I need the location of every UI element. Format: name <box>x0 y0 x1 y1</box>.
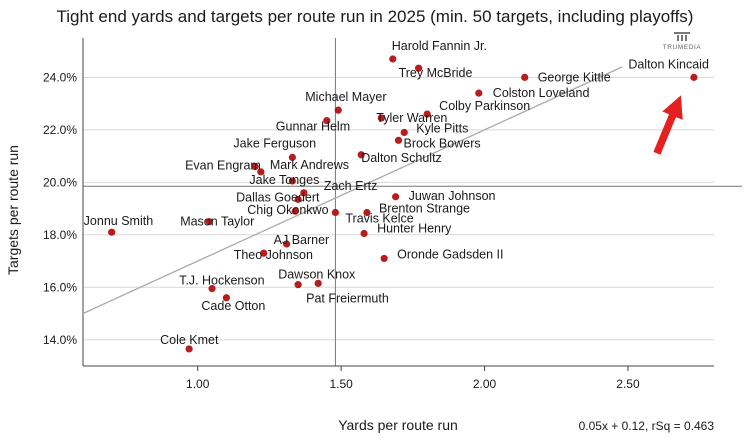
brand-text: TRUMEDIA <box>663 44 702 51</box>
label-tyler-warren: Tyler Warren <box>376 111 447 125</box>
label-harold-fannin-jr: Harold Fannin Jr. <box>392 39 487 53</box>
label-theo-johnson: Theo Johnson <box>234 248 313 262</box>
point-colston-loveland <box>475 89 483 97</box>
label-hunter-henry: Hunter Henry <box>377 221 452 235</box>
axes: 14.0% 16.0% 18.0% 20.0% 22.0% 24.0% 1.00 1.50 2.… <box>43 38 714 391</box>
label-travis-kelce: Travis Kelce <box>345 211 413 225</box>
y-tick-label: 22.0% <box>43 123 77 137</box>
point-trey-mcbride <box>414 64 423 72</box>
label-cole-kmet: Cole Kmet <box>160 333 219 347</box>
trendline-formula: 0.05x + 0.12, rSq = 0.463 <box>579 419 715 433</box>
point-labels: Harold Fannin Jr. Trey McBride George Kitt… <box>84 39 709 347</box>
point-aj-barner <box>283 240 291 248</box>
red-arrow-icon <box>653 95 683 155</box>
point-hunter-henry <box>360 229 368 238</box>
label-zach-ertz: Zach Ertz <box>324 179 378 193</box>
point-kyle-pitts <box>400 128 408 137</box>
label-dawson-knox: Dawson Knox <box>278 267 356 281</box>
label-michael-mayer: Michael Mayer <box>305 90 386 104</box>
label-t-j-hockenson: T.J. Hockenson <box>179 274 265 288</box>
label-brenton-strange: Brenton Strange <box>379 201 470 215</box>
point-jonnu-smith <box>108 228 116 236</box>
highlight-arrow <box>653 95 683 155</box>
label-pat-freiermuth: Pat Freiermuth <box>306 292 389 306</box>
point-travis-kelce <box>331 208 339 217</box>
point-cole-kmet <box>185 345 193 353</box>
label-jake-ferguson: Jake Ferguson <box>233 136 316 150</box>
point-jake-tonges <box>288 177 296 185</box>
label-mark-andrews: Mark Andrews <box>270 158 349 172</box>
point-oronde-gadsden-ii <box>380 254 388 263</box>
label-george-kittle: George Kittle <box>538 70 611 84</box>
point-evan-engram <box>251 162 259 171</box>
y-tick-label: 14.0% <box>43 333 77 347</box>
label-juwan-johnson: Juwan Johnson <box>409 189 496 203</box>
point-dawson-knox <box>314 279 322 287</box>
x-tick-label: 1.00 <box>186 377 210 391</box>
label-colby-parkinson: Colby Parkinson <box>439 99 530 113</box>
point-cade-otton <box>222 294 231 302</box>
point-jake-ferguson <box>288 153 296 161</box>
x-tick-label: 2.00 <box>473 377 497 391</box>
point-theo-johnson <box>260 249 268 257</box>
label-evan-engram: Evan Engram <box>185 159 261 173</box>
point-brenton-strange <box>363 208 371 217</box>
y-tick-label: 16.0% <box>43 280 77 294</box>
point-harold-fannin-jr <box>389 55 397 63</box>
chart-title: Tight end yards and targets per route ru… <box>57 7 694 26</box>
x-tick-label: 2.50 <box>616 377 640 391</box>
point-tyler-warren <box>377 114 385 122</box>
point-colby-parkinson <box>423 110 431 118</box>
label-jonnu-smith: Jonnu Smith <box>84 214 154 228</box>
label-brock-bowers: Brock Bowers <box>404 136 481 150</box>
point-george-kittle <box>521 73 529 81</box>
y-tick-label: 18.0% <box>43 228 77 242</box>
y-tick-label: 24.0% <box>43 70 77 84</box>
data-points <box>108 55 698 353</box>
label-oronde-gadsden-ii: Oronde Gadsden II <box>397 247 503 261</box>
label-dalton-schultz: Dalton Schultz <box>361 151 442 165</box>
point-pat-freiermuth <box>294 281 302 289</box>
label-dallas-goedert: Dallas Goedert <box>236 190 320 204</box>
label-trey-mcbride: Trey McBride <box>399 66 473 80</box>
point-mason-taylor <box>205 218 213 226</box>
label-jake-tonges: Jake Tonges <box>249 173 319 187</box>
label-colston-loveland: Colston Loveland <box>493 86 590 100</box>
label-aj-barner: AJ Barner <box>274 233 330 247</box>
x-tick-label: 1.50 <box>329 377 353 391</box>
point-dalton-schultz <box>357 151 365 159</box>
label-kyle-pitts: Kyle Pitts <box>416 121 468 135</box>
point-dallas-goedert <box>294 195 302 203</box>
point-chig-okonkwo <box>291 207 299 215</box>
trendline <box>82 66 623 315</box>
point-michael-mayer <box>334 106 342 114</box>
label-gunnar-helm: Gunnar Helm <box>276 120 350 134</box>
label-cade-otton: Cade Otton <box>201 299 265 313</box>
label-chig-okonkwo: Chig Okonkwo <box>247 203 328 217</box>
y-axis-label: Targets per route run <box>5 145 21 275</box>
point-zach-ertz <box>300 189 308 197</box>
y-tick-label: 20.0% <box>43 175 77 189</box>
trendline-line <box>82 66 623 315</box>
label-mason-taylor: Mason Taylor <box>180 215 254 229</box>
point-mark-andrews <box>257 168 265 176</box>
point-juwan-johnson <box>392 193 400 201</box>
x-axis-label: Yards per route run <box>338 417 458 433</box>
grid <box>83 38 742 366</box>
point-brock-bowers <box>394 136 403 144</box>
point-t-j-hockenson <box>208 284 216 293</box>
point-dalton-kincaid <box>690 73 698 81</box>
label-dalton-kincaid: Dalton Kincaid <box>628 57 709 71</box>
trumedia-logo: TRUMEDIA <box>663 32 702 51</box>
point-gunnar-helm <box>323 117 331 125</box>
